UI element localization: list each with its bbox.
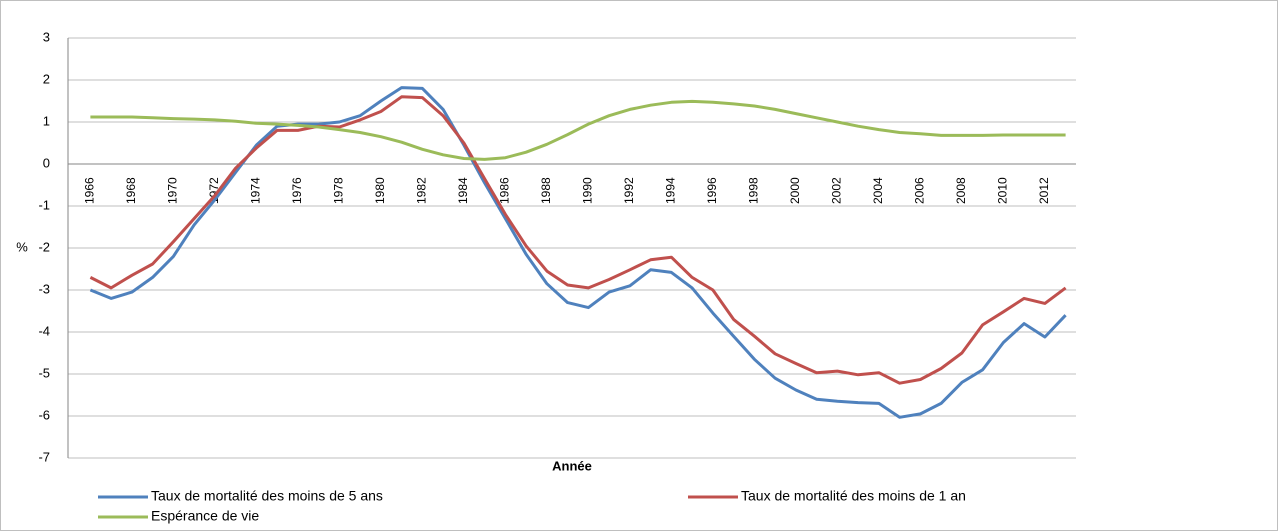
y-tick-label: 0	[43, 155, 50, 170]
x-tick-label: 1980	[373, 177, 387, 204]
x-tick-label: 1994	[664, 177, 678, 204]
x-axis-title: Année	[552, 458, 592, 473]
x-tick-label: 1986	[498, 177, 512, 204]
series-line	[89, 95, 1067, 385]
x-tick-label: 1988	[539, 177, 553, 204]
x-tick-label: 2004	[871, 177, 885, 204]
y-axis-title: %	[16, 239, 28, 254]
x-tick-label: 2006	[913, 177, 927, 204]
x-tick-label: 2002	[830, 177, 844, 204]
x-tick-label: 1966	[83, 177, 97, 204]
y-tick-label: -6	[38, 407, 50, 422]
x-tick-label: 1996	[705, 177, 719, 204]
legend-label: Taux de mortalité des moins de 5 ans	[151, 488, 383, 504]
y-tick-label: 1	[43, 113, 50, 128]
y-tick-label: -1	[38, 197, 50, 212]
x-tick-label: 1982	[415, 177, 429, 204]
x-tick-label: 1998	[747, 177, 761, 204]
y-tick-label: -7	[38, 449, 50, 464]
x-tick-label: 1970	[166, 177, 180, 204]
x-tick-label: 1992	[622, 177, 636, 204]
x-tick-label: 1976	[290, 177, 304, 204]
x-tick-label: 2010	[996, 177, 1010, 204]
x-tick-label: 1984	[456, 177, 470, 204]
legend-label: Taux de mortalité des moins de 1 an	[741, 488, 966, 504]
x-tick-label: 2000	[788, 177, 802, 204]
y-tick-label: -4	[38, 323, 50, 338]
y-tick-label: 2	[43, 71, 50, 86]
x-tick-label: 1990	[581, 177, 595, 204]
y-tick-label: -2	[38, 239, 50, 254]
x-tick-label: 1968	[124, 177, 138, 204]
x-tick-label: 1974	[249, 177, 263, 204]
legend-label: Espérance de vie	[151, 508, 259, 524]
x-tick-label: 2012	[1037, 177, 1051, 204]
series-line	[90, 99, 1066, 161]
y-tick-label: -3	[38, 281, 50, 296]
y-tick-label: 3	[43, 29, 50, 44]
y-tick-label: -5	[38, 365, 50, 380]
x-tick-label: 1978	[332, 177, 346, 204]
x-tick-label: 2008	[954, 177, 968, 204]
